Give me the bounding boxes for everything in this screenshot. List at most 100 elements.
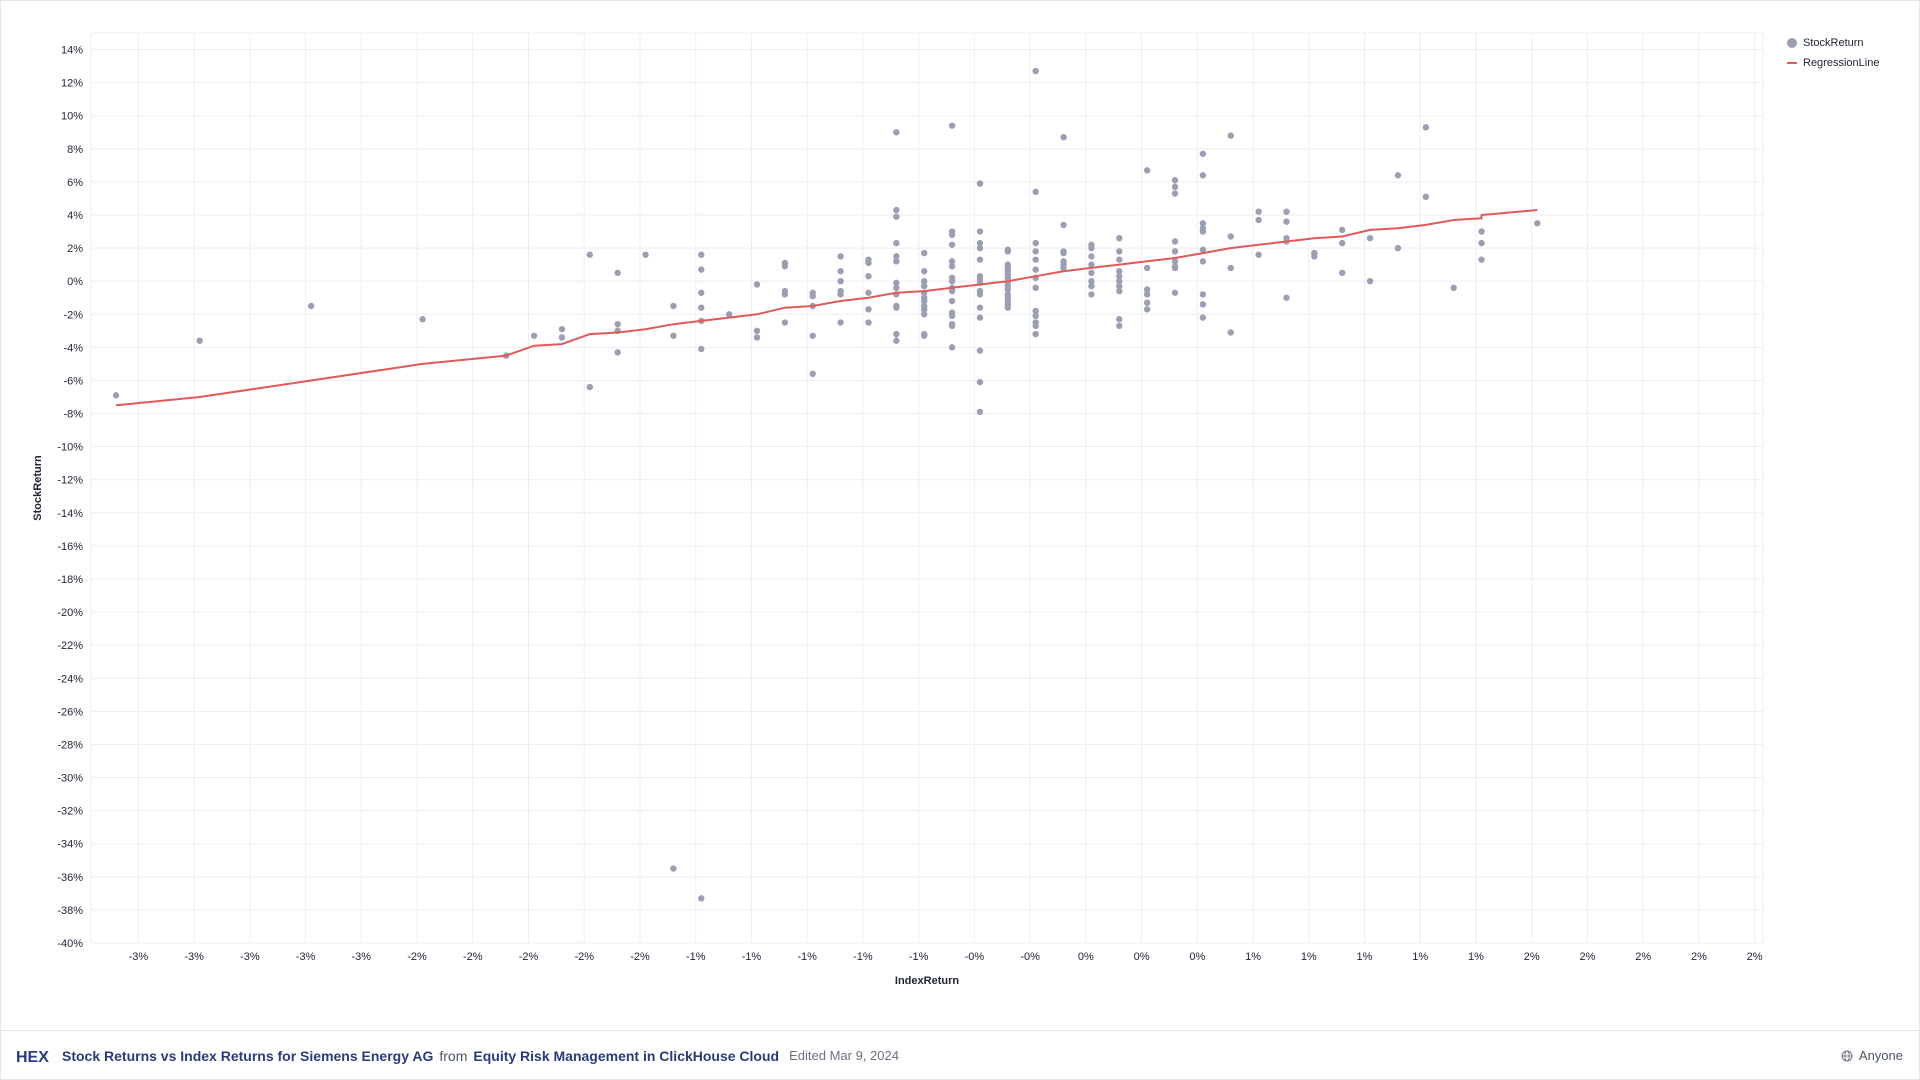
- data-point: [1283, 208, 1290, 215]
- data-point: [1255, 208, 1262, 215]
- x-tick-label: -0%: [1020, 951, 1040, 963]
- x-tick-label: -1%: [853, 951, 873, 963]
- data-point: [1255, 251, 1262, 258]
- data-point: [1060, 264, 1067, 272]
- project-link[interactable]: Equity Risk Management in ClickHouse Clo…: [473, 1047, 780, 1064]
- data-point: [558, 334, 566, 341]
- app-title[interactable]: Stock Returns vs Index Returns for Sieme…: [62, 1047, 434, 1064]
- data-point: [837, 319, 844, 326]
- data-point: [614, 269, 621, 277]
- legend-label: StockReturn: [1803, 37, 1864, 49]
- y-tick-label: -18%: [57, 574, 83, 586]
- x-tick-label: -0%: [965, 951, 985, 963]
- y-tick-label: -20%: [57, 607, 83, 619]
- data-point: [948, 277, 956, 285]
- data-point: [753, 327, 761, 335]
- scatter-chart: 14% 12% 10% 8% 6% 4% 2% 0% -2% -4% -6% -8% -10% -12% -…: [32, 32, 1764, 987]
- data-point: [1032, 67, 1039, 75]
- data-point: [837, 291, 844, 298]
- data-point: [1143, 299, 1151, 306]
- data-point: [976, 244, 984, 252]
- data-point: [893, 330, 900, 338]
- y-tick-label: -38%: [57, 905, 83, 917]
- data-point: [893, 129, 900, 136]
- x-tick-label: -2%: [407, 951, 427, 963]
- data-point: [948, 231, 956, 239]
- data-point: [1171, 289, 1179, 296]
- data-point: [1171, 248, 1179, 255]
- data-point: [976, 378, 984, 386]
- data-point: [893, 284, 900, 291]
- visibility-indicator[interactable]: Anyone: [1841, 1048, 1903, 1063]
- data-point: [1116, 322, 1123, 330]
- data-point: [1199, 258, 1207, 265]
- data-point: [1450, 284, 1457, 291]
- x-tick-label: -1%: [797, 951, 817, 963]
- x-tick-label: -1%: [742, 951, 762, 963]
- data-point: [698, 251, 705, 258]
- data-point: [865, 306, 872, 313]
- data-point: [1171, 183, 1179, 191]
- data-point: [586, 383, 594, 391]
- data-point: [1004, 286, 1012, 293]
- x-tick-label: 2%: [1524, 951, 1540, 963]
- data-point: [921, 249, 928, 257]
- edited-timestamp: Edited Mar 9, 2024: [789, 1048, 899, 1063]
- data-point: [1143, 167, 1151, 174]
- data-point: [614, 321, 621, 328]
- data-point: [558, 325, 566, 333]
- y-tick-label: -40%: [57, 938, 83, 950]
- hex-logo-icon: HEX: [16, 1049, 49, 1064]
- data-point: [1171, 264, 1179, 272]
- x-tick-label: 0%: [1078, 951, 1094, 963]
- y-tick-label: -32%: [57, 806, 83, 818]
- x-tick-label: -2%: [630, 951, 650, 963]
- y-tick-label: -8%: [63, 409, 83, 421]
- data-point: [781, 291, 789, 298]
- legend-item-stockreturn[interactable]: StockReturn: [1787, 33, 1879, 53]
- data-point: [586, 251, 594, 258]
- y-tick-label: -4%: [63, 342, 83, 354]
- data-point: [781, 319, 789, 326]
- visibility-label: Anyone: [1858, 1048, 1903, 1063]
- data-point: [948, 344, 956, 351]
- y-tick-label: -16%: [57, 541, 83, 553]
- data-point: [1143, 306, 1151, 313]
- data-point: [921, 297, 928, 305]
- chart-legend: StockReturn RegressionLine: [1787, 33, 1879, 73]
- data-point: [893, 213, 900, 220]
- data-point: [1032, 266, 1039, 273]
- data-point: [893, 206, 900, 214]
- data-point: [1227, 329, 1234, 336]
- data-point: [1283, 294, 1290, 301]
- data-point: [893, 337, 900, 344]
- data-point: [893, 253, 900, 260]
- x-tick-label: 1%: [1245, 951, 1261, 963]
- data-point: [976, 180, 984, 187]
- from-text: from: [439, 1047, 468, 1064]
- data-point: [1116, 256, 1123, 263]
- legend-item-regressionline[interactable]: RegressionLine: [1787, 53, 1879, 73]
- data-point: [753, 334, 761, 341]
- data-point: [196, 337, 203, 344]
- y-tick-label: -28%: [57, 739, 83, 751]
- data-point: [1088, 261, 1095, 268]
- data-point: [1032, 312, 1039, 320]
- data-point: [1199, 314, 1207, 321]
- hex-logo[interactable]: HEX: [16, 1048, 54, 1064]
- data-point: [976, 228, 984, 235]
- data-point: [1088, 244, 1095, 252]
- data-point: [921, 332, 928, 339]
- data-point: [976, 347, 984, 354]
- data-point: [1143, 286, 1151, 293]
- data-point: [1116, 287, 1123, 295]
- data-point: [1143, 291, 1151, 298]
- data-point: [1088, 282, 1095, 290]
- x-tick-label: 2%: [1579, 951, 1595, 963]
- data-point: [1116, 273, 1123, 280]
- data-point: [948, 322, 956, 330]
- y-tick-label: 0%: [67, 276, 83, 288]
- svg-text:HEX: HEX: [16, 1049, 49, 1064]
- data-point: [1088, 291, 1095, 298]
